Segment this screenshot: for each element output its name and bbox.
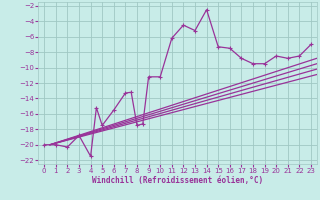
X-axis label: Windchill (Refroidissement éolien,°C): Windchill (Refroidissement éolien,°C) xyxy=(92,176,263,185)
